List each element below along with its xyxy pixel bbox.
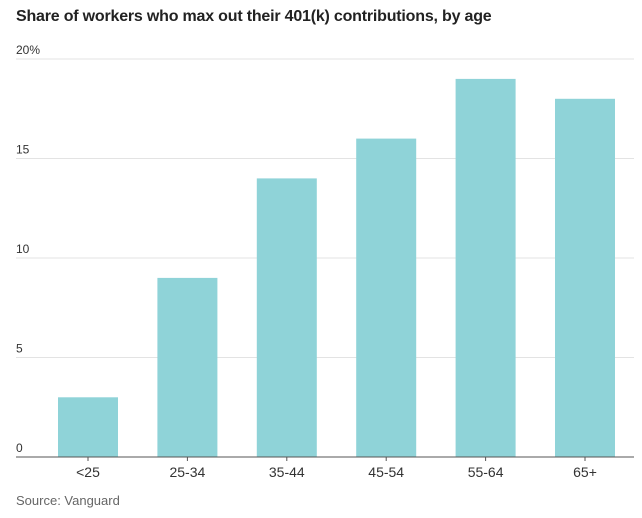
bar-25-34 bbox=[157, 277, 218, 457]
bar-35-44 bbox=[256, 178, 317, 457]
bar-<25 bbox=[58, 397, 118, 457]
chart-title: Share of workers who max out their 401(k… bbox=[16, 8, 492, 25]
y-tick-label: 10 bbox=[16, 242, 30, 256]
y-tick-label: 20% bbox=[16, 43, 40, 57]
x-tick-label: <25 bbox=[76, 464, 100, 480]
x-tick-label: 55-64 bbox=[468, 464, 504, 480]
y-tick-label: 15 bbox=[16, 143, 30, 157]
x-tick-label: 65+ bbox=[573, 464, 597, 480]
chart-source: Source: Vanguard bbox=[16, 493, 120, 508]
x-tick-label: 45-54 bbox=[368, 464, 404, 480]
bar-55-64 bbox=[455, 78, 516, 458]
y-tick-label: 5 bbox=[16, 342, 23, 356]
y-tick-labels: 0 5 10 15 20% bbox=[16, 43, 40, 455]
x-tick-labels: <25 25-34 35-44 45-54 55-64 65+ bbox=[76, 457, 597, 480]
grid-lines bbox=[16, 58, 634, 358]
x-tick-label: 35-44 bbox=[269, 464, 305, 480]
bar-65+ bbox=[555, 98, 615, 458]
y-tick-label: 0 bbox=[16, 441, 23, 455]
bar-chart: 0 5 10 15 20% <25 25-34 35-44 45-54 55-64 65+ bbox=[16, 43, 634, 480]
bars bbox=[58, 78, 615, 458]
x-tick-label: 25-34 bbox=[169, 464, 205, 480]
bar-45-54 bbox=[356, 138, 417, 457]
